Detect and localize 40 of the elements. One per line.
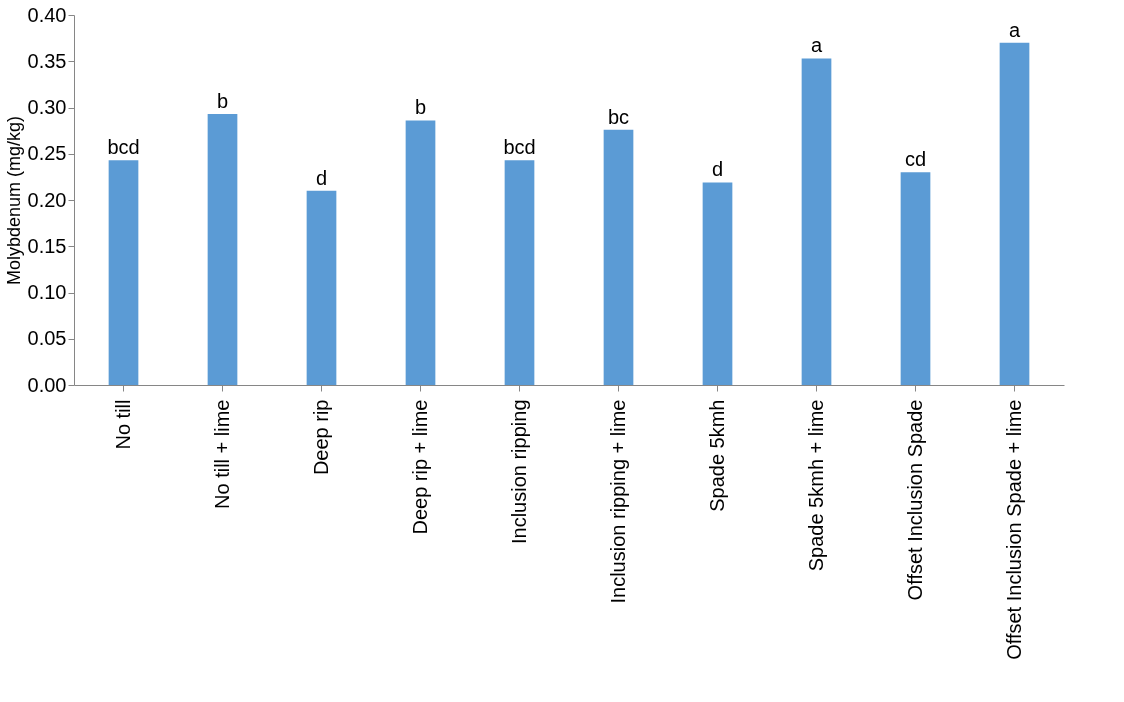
y-tick-label: 0.30 [27, 96, 67, 118]
data-label: d [711, 158, 724, 181]
data-label: bcd [503, 136, 536, 159]
y-tick-label: 0.25 [27, 142, 67, 165]
x-tick-label: Spade 5kmh + lime [804, 399, 827, 572]
data-label: a [810, 34, 823, 57]
y-tick-label: 0.05 [27, 327, 67, 350]
bar [207, 113, 238, 385]
bar [900, 172, 931, 385]
y-axis-title: Molybdenum (mg/kg) [3, 115, 24, 286]
data-label: cd [904, 148, 927, 171]
x-tick-label: Offset Inclusion Spade [903, 399, 926, 601]
data-label: bcd [107, 136, 140, 159]
bar [504, 160, 535, 385]
x-tick-label: Inclusion ripping [507, 399, 530, 545]
bar [108, 160, 139, 385]
y-tick-label: 0.20 [27, 188, 67, 211]
bar [306, 190, 337, 385]
y-tick-label: 0.40 [27, 3, 67, 26]
x-tick-label: Offset Inclusion Spade + lime [1002, 399, 1025, 660]
y-tick-label: 0.15 [27, 234, 67, 257]
bar [801, 58, 832, 385]
data-label: d [315, 166, 328, 189]
bar [405, 120, 436, 385]
bar [999, 42, 1030, 385]
data-label: b [414, 96, 427, 119]
y-tick-label: 0.10 [27, 281, 67, 303]
x-tick-label: No till + lime [210, 399, 233, 509]
x-tick-label: Deep rip [309, 399, 332, 476]
bar [603, 129, 634, 385]
data-label: a [1008, 18, 1021, 41]
data-label: b [216, 89, 229, 112]
data-label: bc [607, 105, 630, 128]
x-tick-label: Deep rip + lime [408, 399, 431, 535]
y-tick-label: 0.35 [27, 49, 67, 72]
x-tick-label: No till [111, 399, 134, 450]
x-tick-label: Inclusion ripping + lime [606, 399, 629, 604]
bar [702, 182, 733, 385]
y-tick-label: 0.00 [27, 373, 67, 396]
x-tick-label: Spade 5kmh [705, 399, 728, 512]
